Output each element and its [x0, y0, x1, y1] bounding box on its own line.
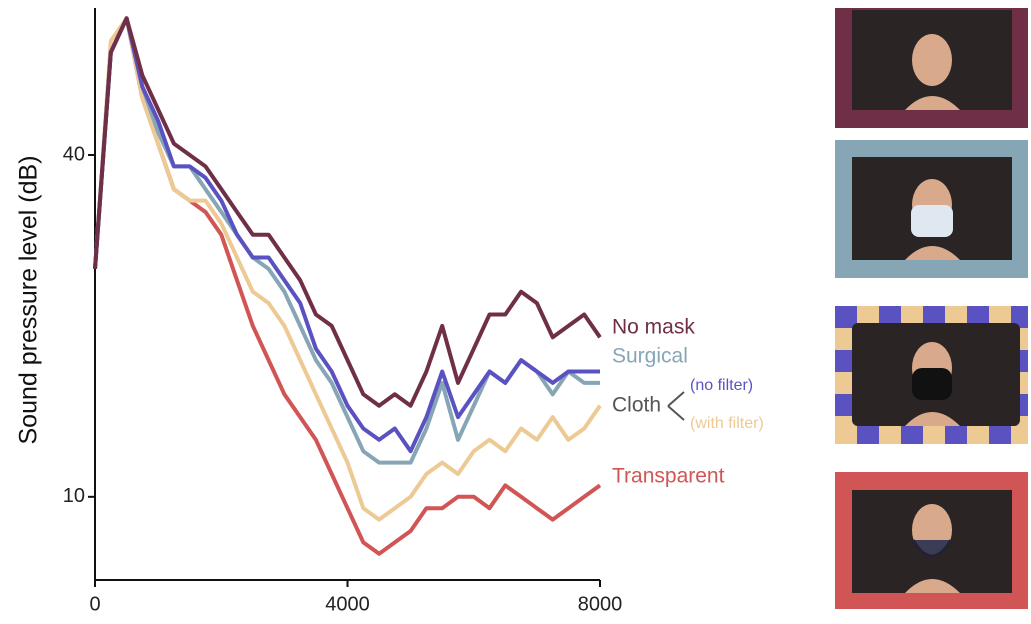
x-tick-label: 8000: [578, 593, 623, 615]
x-tick-label: 4000: [325, 593, 370, 615]
y-tick-label: 40: [63, 143, 85, 165]
legend-label: (no filter): [690, 377, 753, 394]
chart: Sound pressure level (dB) 10 40 0 4000 8000 N…: [0, 0, 1031, 619]
legend-group-label: Cloth: [612, 394, 661, 417]
line-series: [95, 18, 600, 451]
page: {"chart_data": {"type": "line", "y_label…: [0, 0, 1031, 624]
x-tick-label: 0: [89, 593, 100, 615]
line-series: [95, 18, 600, 519]
y-tick-label: 10: [63, 485, 85, 507]
photo-surgical: [835, 140, 1028, 278]
photo-no-mask: [835, 8, 1028, 128]
photo-cloth: [835, 306, 1028, 444]
legend-label: (with filter): [690, 415, 764, 432]
line-series: [95, 18, 600, 462]
legend-label: Transparent: [612, 465, 725, 488]
legend-label: No mask: [612, 316, 695, 339]
legend-label: Surgical: [612, 345, 688, 368]
line-series: [95, 18, 600, 405]
y-axis-label: Sound pressure level (dB): [15, 155, 43, 444]
legend-bracket: [668, 392, 684, 420]
line-series: [95, 18, 600, 554]
photo-transparent: [835, 472, 1028, 609]
